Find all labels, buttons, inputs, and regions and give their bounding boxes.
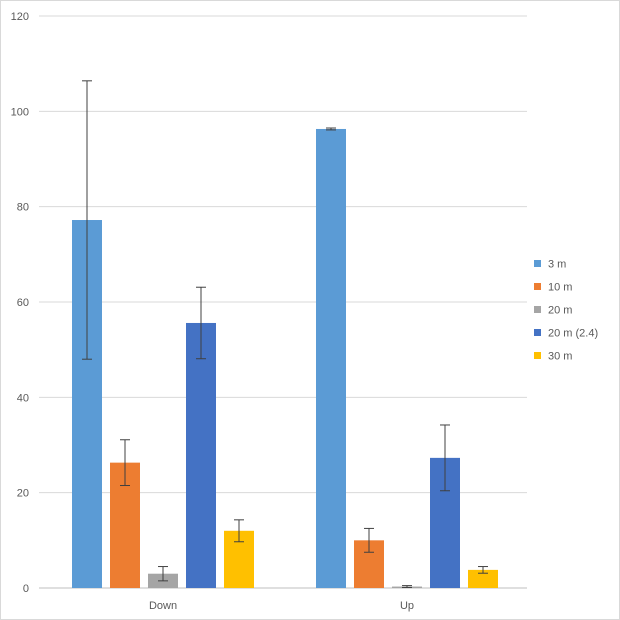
legend-label-0: 3 m	[548, 259, 566, 271]
legend-swatch-2	[534, 306, 541, 313]
y-tick-label: 100	[11, 106, 29, 118]
legend-label-1: 10 m	[548, 282, 572, 294]
y-tick-label: 0	[23, 583, 29, 595]
y-tick-label: 40	[17, 392, 29, 404]
y-tick-label: 80	[17, 202, 29, 214]
legend-label-2: 20 m	[548, 305, 572, 317]
legend-label-3: 20 m (2.4)	[548, 328, 598, 340]
legend-swatch-1	[534, 283, 541, 290]
legend-swatch-4	[534, 352, 541, 359]
y-tick-label: 20	[17, 488, 29, 500]
legend-swatch-0	[534, 260, 541, 267]
legend-swatch-3	[534, 329, 541, 336]
legend-label-4: 30 m	[548, 351, 572, 363]
y-tick-label: 120	[11, 11, 29, 23]
y-tick-label: 60	[17, 297, 29, 309]
category-label-down: Down	[149, 600, 177, 612]
bar-30-m-up	[468, 569, 498, 588]
category-label-up: Up	[400, 600, 414, 612]
bar-3-m-up	[316, 128, 346, 588]
bar-20-m-2-4--down	[186, 322, 216, 588]
